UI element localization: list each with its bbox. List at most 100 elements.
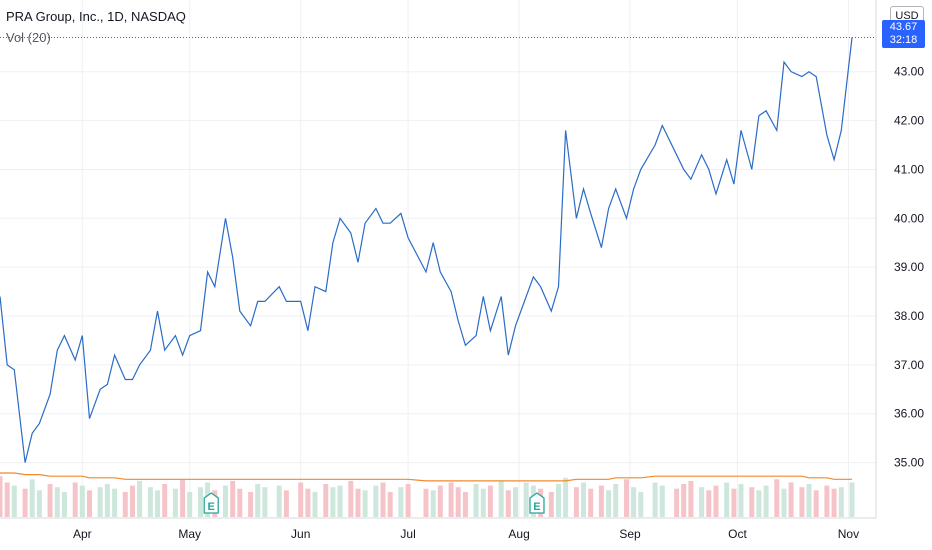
earnings-marker-label: E bbox=[208, 501, 215, 513]
volume-bar bbox=[262, 487, 268, 517]
volume-bar bbox=[237, 488, 243, 517]
volume-bar bbox=[556, 484, 561, 517]
volume-bar bbox=[430, 490, 436, 517]
x-tick-label: Nov bbox=[838, 527, 859, 541]
x-tick-label: Jun bbox=[291, 527, 310, 541]
volume-bar bbox=[838, 487, 844, 517]
volume-bar bbox=[54, 487, 60, 517]
volume-bar bbox=[36, 490, 42, 517]
volume-bar bbox=[380, 482, 386, 517]
y-tick-label: 41.00 bbox=[894, 162, 924, 176]
volume-bar bbox=[276, 485, 282, 517]
volume-bar bbox=[0, 476, 3, 517]
volume-bar bbox=[706, 490, 712, 517]
volume-bar bbox=[172, 488, 178, 517]
volume-bar bbox=[473, 484, 479, 517]
volume-bar bbox=[97, 487, 103, 517]
volume-bar bbox=[155, 490, 160, 517]
volume-bar bbox=[738, 484, 744, 517]
volume-bar bbox=[298, 482, 304, 517]
volume-bar bbox=[548, 491, 554, 517]
volume-bar bbox=[674, 488, 680, 517]
last-price-tag: 43.67 32:18 bbox=[882, 20, 925, 48]
volume-bar bbox=[681, 484, 687, 517]
volume-bar bbox=[849, 482, 855, 517]
volume-bar bbox=[373, 485, 379, 517]
volume-bar bbox=[588, 488, 594, 517]
volume-bar bbox=[362, 490, 368, 517]
volume-bar bbox=[323, 484, 329, 517]
volume-bar bbox=[455, 487, 461, 517]
volume-bar bbox=[230, 480, 236, 517]
volume-bar bbox=[638, 491, 644, 517]
bar-countdown: 32:18 bbox=[889, 34, 918, 46]
earnings-marker[interactable]: E bbox=[529, 492, 545, 514]
volume-bar bbox=[398, 487, 404, 517]
x-tick-label: Sep bbox=[619, 527, 641, 541]
volume-bar bbox=[312, 491, 318, 517]
volume-bar bbox=[749, 487, 755, 517]
y-tick-label: 38.00 bbox=[894, 309, 924, 323]
y-tick-label: 43.00 bbox=[894, 65, 924, 79]
time-axis[interactable]: Apr May Jun Jul Aug Sep Oct Nov bbox=[73, 527, 859, 541]
volume-bar bbox=[87, 490, 92, 517]
volume-bar bbox=[405, 484, 411, 517]
volume-bar bbox=[799, 487, 805, 517]
volume-bar bbox=[713, 485, 719, 517]
earnings-marker[interactable]: E bbox=[203, 492, 219, 514]
volume-bar bbox=[652, 482, 658, 517]
volume-bar bbox=[437, 485, 443, 517]
volume-bar bbox=[137, 480, 143, 517]
volume-bar bbox=[283, 490, 289, 517]
volume-bar bbox=[330, 487, 336, 517]
volume-bar bbox=[756, 490, 762, 517]
y-tick-label: 42.00 bbox=[894, 114, 924, 128]
volume-bar bbox=[824, 485, 830, 517]
volume-bar bbox=[606, 490, 612, 517]
y-tick-label: 39.00 bbox=[894, 260, 924, 274]
volume-bar bbox=[130, 485, 135, 517]
volume-bar bbox=[563, 477, 569, 518]
volume-bar bbox=[198, 487, 203, 517]
volume-bar bbox=[147, 487, 153, 517]
volume-indicator-label[interactable]: Vol (20) bbox=[6, 30, 51, 45]
volume-bar bbox=[423, 488, 429, 517]
volume-bar bbox=[348, 480, 354, 517]
volume-bar bbox=[487, 485, 493, 517]
volume-bar bbox=[122, 491, 128, 517]
volume-bar bbox=[112, 488, 118, 517]
volume-bar bbox=[355, 488, 361, 517]
volume-bar bbox=[624, 479, 629, 517]
price-axis[interactable]: 35.00 36.00 37.00 38.00 39.00 40.00 41.00 42.00… bbox=[894, 65, 924, 470]
volume-bar bbox=[248, 491, 254, 517]
volume-bar bbox=[79, 485, 85, 517]
y-tick-label: 40.00 bbox=[894, 211, 924, 225]
volume-bar bbox=[813, 490, 819, 517]
volume-bar bbox=[659, 485, 665, 517]
volume-bars bbox=[0, 476, 855, 518]
volume-bar bbox=[387, 491, 393, 517]
x-tick-label: Jul bbox=[400, 527, 415, 541]
volume-bar bbox=[22, 488, 28, 517]
volume-bar bbox=[11, 485, 17, 517]
y-tick-label: 37.00 bbox=[894, 358, 924, 372]
volume-bar bbox=[305, 488, 311, 517]
x-tick-label: Aug bbox=[508, 527, 529, 541]
volume-bar bbox=[763, 485, 769, 517]
volume-bar bbox=[255, 484, 261, 517]
volume-bar bbox=[788, 482, 794, 517]
symbol-title[interactable]: PRA Group, Inc., 1D, NASDAQ bbox=[6, 9, 186, 24]
volume-bar bbox=[581, 482, 586, 517]
volume-bar bbox=[806, 484, 812, 517]
volume-bar bbox=[573, 487, 579, 517]
x-tick-label: Oct bbox=[728, 527, 747, 541]
price-line bbox=[0, 37, 853, 463]
chart-grid bbox=[0, 0, 876, 518]
volume-bar bbox=[498, 480, 504, 517]
volume-bar bbox=[505, 490, 511, 517]
volume-bar bbox=[61, 491, 67, 517]
volume-bar bbox=[462, 491, 468, 517]
volume-bar bbox=[480, 488, 486, 517]
